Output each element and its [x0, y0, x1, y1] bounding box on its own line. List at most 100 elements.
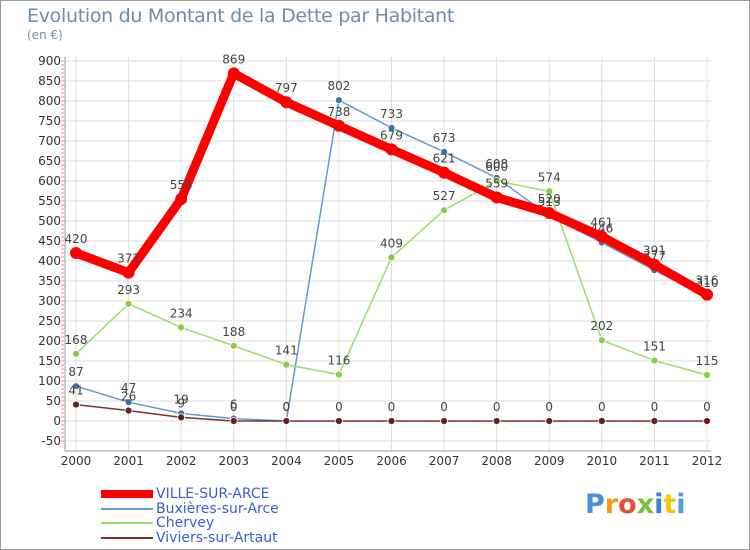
data-point [72, 349, 80, 358]
data-point [650, 356, 659, 365]
data-point [280, 96, 293, 109]
data-label: 151 [643, 340, 666, 354]
proxiti-logo: Proxiti [585, 489, 686, 520]
data-point [438, 166, 451, 179]
x-tick-label: 2007 [429, 454, 460, 468]
data-label: 0 [545, 400, 553, 414]
data-label: 41 [68, 384, 83, 398]
data-point [332, 119, 345, 132]
y-tick-label: 250 [38, 314, 61, 328]
data-point [72, 400, 80, 409]
x-tick-label: 2008 [481, 454, 512, 468]
data-point [282, 417, 291, 425]
data-point [597, 336, 606, 345]
data-point [124, 398, 133, 407]
data-label: 527 [433, 189, 456, 203]
data-label: 234 [170, 306, 193, 320]
data-label: 391 [643, 244, 666, 258]
y-tick-label: 0 [53, 414, 61, 428]
chart-unit-label: (en €) [27, 28, 63, 42]
y-tick-label: 850 [38, 74, 61, 88]
x-tick-label: 2005 [324, 454, 355, 468]
data-point [545, 417, 554, 425]
y-tick-label: -50 [41, 434, 61, 448]
data-label: 513 [538, 195, 561, 209]
legend-label: Chervey [156, 515, 215, 531]
data-point [545, 187, 554, 196]
data-point [335, 370, 343, 379]
data-point [229, 341, 238, 350]
data-label: 559 [485, 176, 508, 190]
x-tick-label: 2002 [166, 454, 197, 468]
data-label: 461 [590, 216, 613, 230]
data-point [492, 417, 501, 425]
logo-letter: t [663, 489, 677, 520]
data-label: 869 [222, 52, 245, 66]
data-label: 555 [170, 178, 193, 192]
legend-label: Buxières-sur-Arce [156, 501, 279, 517]
data-point [227, 67, 240, 80]
data-label: 0 [598, 400, 606, 414]
data-point [124, 299, 133, 308]
data-label: 574 [538, 170, 561, 184]
data-point [124, 406, 133, 415]
data-label: 371 [117, 252, 140, 266]
data-point [335, 417, 343, 425]
data-label: 293 [117, 283, 140, 297]
x-tick-label: 2006 [376, 454, 407, 468]
data-point [387, 123, 396, 132]
data-point [440, 206, 448, 215]
x-tick-label: 2001 [113, 454, 144, 468]
y-tick-label: 650 [38, 154, 61, 168]
data-point [385, 143, 398, 156]
data-label: 0 [388, 400, 396, 414]
data-point [229, 417, 238, 425]
data-label: 0 [651, 400, 659, 414]
data-point [72, 382, 80, 391]
x-tick-label: 2004 [271, 454, 302, 468]
data-label: 679 [380, 128, 403, 142]
legend-label: Viviers-sur-Artaut [156, 530, 278, 546]
logo-letter: o [618, 489, 637, 520]
data-point [490, 191, 503, 204]
data-label: 608 [485, 157, 508, 171]
x-tick-label: 2012 [692, 454, 723, 468]
data-label: 0 [493, 400, 501, 414]
data-point [175, 193, 188, 205]
data-label: 47 [121, 381, 136, 395]
data-label: 6 [230, 398, 238, 412]
data-point [387, 253, 396, 262]
data-label: 0 [335, 400, 343, 414]
legend-label: VILLE-SUR-ARCE [156, 486, 270, 502]
data-label: 141 [275, 344, 298, 358]
y-tick-label: 550 [38, 194, 61, 208]
data-point [387, 417, 396, 425]
y-tick-label: 200 [38, 334, 61, 348]
data-label: 600 [485, 160, 508, 174]
data-point [703, 371, 711, 379]
y-tick-label: 600 [38, 174, 61, 188]
legend-swatch [101, 537, 153, 539]
y-tick-label: 500 [38, 214, 61, 228]
data-label: 409 [380, 236, 403, 250]
legend-swatch [101, 508, 153, 510]
data-label: 0 [703, 400, 711, 414]
data-point [701, 288, 713, 301]
data-label: 520 [538, 192, 561, 206]
data-point [335, 96, 343, 105]
data-point [440, 147, 448, 156]
y-tick-label: 800 [38, 94, 61, 108]
data-point [703, 417, 711, 425]
x-tick-label: 2009 [534, 454, 565, 468]
data-point [650, 417, 659, 425]
data-label: 26 [121, 390, 136, 404]
y-tick-label: 150 [38, 354, 61, 368]
y-tick-label: 750 [38, 114, 61, 128]
data-label: 115 [696, 354, 719, 368]
y-tick-label: 350 [38, 274, 61, 288]
data-label: 0 [283, 400, 291, 414]
data-label: 19 [174, 392, 189, 406]
data-label: 9 [177, 396, 185, 410]
